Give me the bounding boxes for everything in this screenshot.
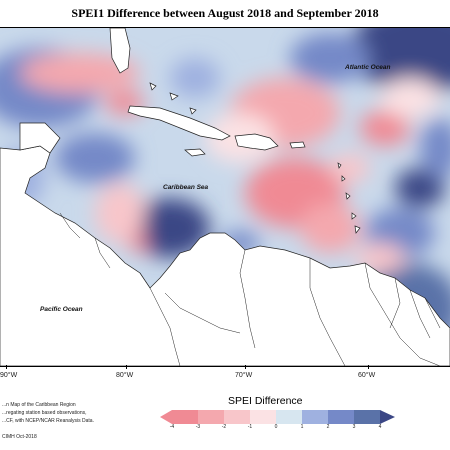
legend-arrow-high (380, 410, 395, 424)
credit-line-3: ...CF, with NCEP/NCAR Reanalysis Data. (2, 418, 94, 424)
map-title: SPEI1 Difference between August 2018 and… (71, 6, 379, 20)
credit-line-4: CIMH Oct-2018 (2, 434, 37, 440)
lon-tick-70w (245, 365, 246, 369)
legend-tick-1: 1 (300, 424, 304, 430)
legend-swatch-4 (276, 410, 302, 424)
legend-tick-minus2: -2 (221, 424, 227, 430)
lon-tick-80w (126, 365, 127, 369)
legend-tick-minus1: -1 (247, 424, 253, 430)
legend-tick-minus3: -3 (195, 424, 201, 430)
legend-arrow-low (160, 410, 172, 424)
caribbean-sea-label: Caribbean Sea (163, 184, 209, 191)
spei-map (0, 27, 450, 367)
legend-tick-4: 4 (378, 424, 382, 430)
legend-swatch-6 (328, 410, 354, 424)
atlantic-ocean-label: Atlantic Ocean (345, 64, 391, 71)
lon-label-90w: 90°W (0, 372, 18, 379)
pacific-ocean-label: Pacific Ocean (40, 306, 83, 313)
legend-tick-3: 3 (352, 424, 356, 430)
legend-swatch-5 (302, 410, 328, 424)
lon-tick-90w (6, 365, 7, 369)
credit-line-2: ...regating station based observations, (2, 410, 87, 416)
country-borders (59, 212, 441, 366)
legend-title: SPEI Difference (228, 395, 303, 407)
legend-tick-0: 0 (274, 424, 278, 430)
legend-swatch-1 (198, 410, 224, 424)
lon-label-60w: 60°W (358, 372, 376, 379)
legend-tick-minus4: -4 (169, 424, 175, 430)
land-masses (0, 28, 450, 366)
lon-tick-60w (368, 365, 369, 369)
lon-label-70w: 70°W (235, 372, 253, 379)
spei-map-canvas (0, 28, 450, 366)
legend-swatch-0 (172, 410, 198, 424)
credit-line-1: ...n Map of the Caribbean Region (2, 402, 76, 408)
lon-label-80w: 80°W (116, 372, 134, 379)
legend-swatch-3 (250, 410, 276, 424)
legend-tick-2: 2 (326, 424, 330, 430)
legend-swatch-2 (224, 410, 250, 424)
legend-swatch-7 (354, 410, 380, 424)
legend-colorbar (160, 410, 395, 424)
